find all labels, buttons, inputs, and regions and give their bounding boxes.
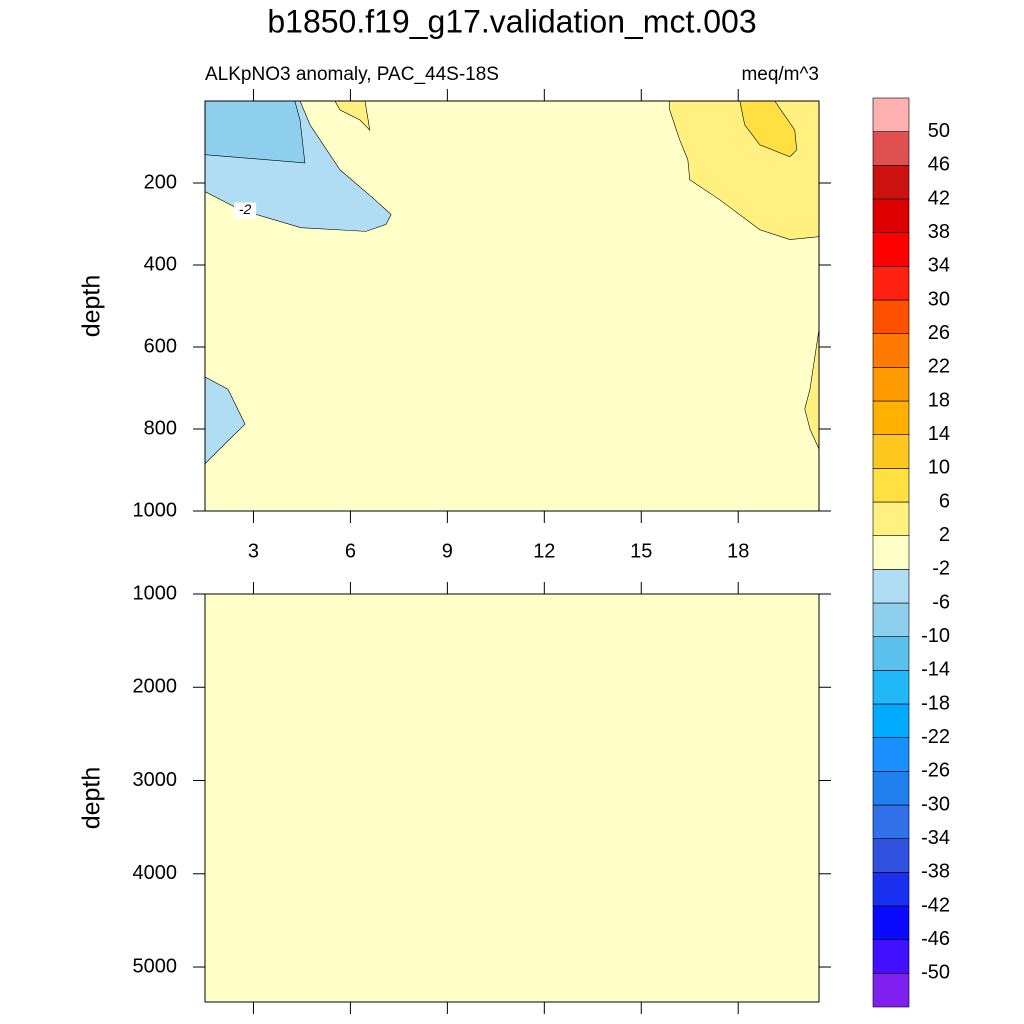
y-tick-label: 1000 bbox=[133, 499, 178, 521]
colorbar-box bbox=[872, 131, 910, 166]
colorbar-label: -22 bbox=[921, 726, 950, 748]
colorbar-box bbox=[872, 737, 910, 772]
colorbar-box bbox=[872, 636, 910, 671]
colorbar-box bbox=[872, 468, 910, 503]
colorbar-label: -46 bbox=[921, 928, 950, 950]
colorbar-label: -10 bbox=[921, 625, 950, 647]
contour-region bbox=[205, 101, 306, 164]
colorbar-label: 42 bbox=[928, 187, 950, 209]
x-tick-label: 9 bbox=[442, 540, 453, 562]
colorbar-box bbox=[872, 872, 910, 907]
colorbar-label: -38 bbox=[921, 861, 950, 883]
y-tick-label: 400 bbox=[144, 253, 177, 275]
colorbar-box bbox=[872, 232, 910, 267]
panel: -2 bbox=[205, 101, 819, 511]
x-tick-label: 18 bbox=[727, 540, 749, 562]
x-tick-label: 15 bbox=[630, 540, 652, 562]
colorbar-label: -18 bbox=[921, 692, 950, 714]
y-tick-label: 3000 bbox=[133, 769, 178, 791]
colorbar-box bbox=[872, 939, 910, 974]
colorbar-label: -50 bbox=[921, 962, 950, 984]
colorbar-box bbox=[872, 97, 910, 132]
y-tick-label: 200 bbox=[144, 171, 177, 193]
colorbar-box bbox=[872, 973, 910, 1008]
colorbar-label: 18 bbox=[928, 389, 950, 411]
colorbar-label: 14 bbox=[928, 423, 950, 445]
colorbar-label: -34 bbox=[921, 827, 950, 849]
colorbar-label: 30 bbox=[928, 288, 950, 310]
y-tick-label: 600 bbox=[144, 335, 177, 357]
colorbar-label: 46 bbox=[928, 154, 950, 176]
colorbar-box bbox=[872, 165, 910, 200]
x-tick-label: 12 bbox=[533, 540, 555, 562]
plot-frame bbox=[204, 100, 820, 512]
colorbar-box bbox=[872, 670, 910, 705]
y-tick-label: 2000 bbox=[133, 676, 178, 698]
colorbar-box bbox=[872, 299, 910, 334]
colorbar-label: -30 bbox=[921, 793, 950, 815]
subtitle-left: ALKpNO3 anomaly, PAC_44S-18S bbox=[205, 64, 499, 85]
colorbar-box bbox=[872, 434, 910, 469]
colorbar-label: 10 bbox=[928, 457, 950, 479]
colorbar-box bbox=[872, 838, 910, 873]
colorbar-box bbox=[872, 266, 910, 301]
colorbar-box bbox=[872, 198, 910, 233]
colorbar-label: -14 bbox=[921, 659, 950, 681]
colorbar-label: 6 bbox=[939, 490, 950, 512]
plot-frame bbox=[204, 593, 820, 1003]
contour-region bbox=[334, 101, 371, 132]
contour-label-box bbox=[234, 202, 257, 219]
colorbar-box bbox=[872, 905, 910, 940]
colorbar-box bbox=[872, 367, 910, 402]
y-tick-label: 4000 bbox=[133, 862, 178, 884]
colorbar-box bbox=[872, 535, 910, 570]
colorbar-box bbox=[872, 703, 910, 738]
colorbar-label: 2 bbox=[939, 524, 950, 546]
colorbar-label: -6 bbox=[932, 591, 950, 613]
colorbar-box bbox=[872, 501, 910, 536]
colorbar-box bbox=[872, 771, 910, 806]
colorbar-label: 50 bbox=[928, 120, 950, 142]
subtitle-right: meq/m^3 bbox=[741, 64, 819, 85]
colorbar-label: 26 bbox=[928, 322, 950, 344]
colorbar-box bbox=[872, 400, 910, 435]
contour-region bbox=[739, 101, 798, 158]
colorbar-label: -26 bbox=[921, 760, 950, 782]
chart-title: b1850.f19_g17.validation_mct.003 bbox=[267, 3, 756, 39]
colorbar-label: 38 bbox=[928, 221, 950, 243]
colorbar-label: 22 bbox=[928, 356, 950, 378]
contour-label: -2 bbox=[239, 201, 252, 217]
colorbar-box bbox=[872, 333, 910, 368]
y-axis-label: depth bbox=[78, 275, 106, 338]
x-tick-label: 3 bbox=[248, 540, 259, 562]
colorbar-box bbox=[872, 569, 910, 604]
y-tick-label: 5000 bbox=[133, 955, 178, 977]
colorbar-label: -2 bbox=[932, 558, 950, 580]
colorbar-box bbox=[872, 602, 910, 637]
y-tick-label: 800 bbox=[144, 417, 177, 439]
contour-region bbox=[804, 329, 819, 450]
y-axis-label: depth bbox=[78, 767, 106, 830]
panel bbox=[205, 594, 819, 1002]
background-field bbox=[205, 594, 819, 1002]
colorbar-label: -42 bbox=[921, 894, 950, 916]
colorbar-box bbox=[872, 804, 910, 839]
colorbar-label: 34 bbox=[928, 255, 950, 277]
y-tick-label: 1000 bbox=[133, 582, 178, 604]
contour-region bbox=[205, 376, 246, 465]
x-tick-label: 6 bbox=[345, 540, 356, 562]
